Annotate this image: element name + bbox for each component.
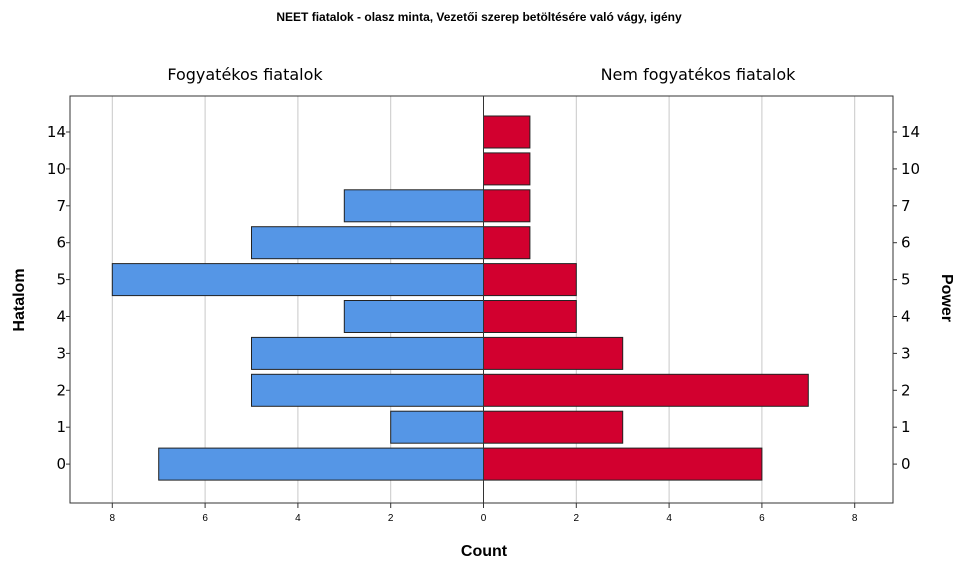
x-tick-label: 2 [388, 513, 394, 524]
bar-left [343, 189, 484, 223]
bar-right [483, 115, 531, 149]
y-tick-label-right: 14 [901, 123, 920, 141]
bar-left [158, 447, 484, 481]
bar-right [483, 336, 624, 370]
y-tick-label-right: 10 [901, 160, 920, 178]
gridlines [111, 96, 856, 503]
y-axis-label-right: Power [938, 274, 955, 322]
y-tick-label-left: 0 [56, 455, 66, 473]
y-tick-label-left: 6 [56, 234, 66, 252]
y-tick-label-right: 3 [901, 344, 911, 362]
x-tick-label: 6 [759, 513, 765, 524]
bar-right [483, 226, 531, 260]
x-tick-label: 4 [666, 513, 672, 524]
bars [111, 115, 809, 481]
y-tick-label-right: 7 [901, 197, 911, 215]
y-tick-label-left: 1 [56, 418, 66, 436]
bar-right [483, 263, 577, 297]
bar-left [251, 226, 484, 260]
x-ticks: 8 6 4 2 0 2 4 6 8 [110, 503, 858, 524]
y-tick-label-left: 10 [47, 160, 66, 178]
bar-right [483, 189, 531, 223]
bar-left [111, 263, 485, 297]
x-tick-label: 8 [852, 513, 858, 524]
y-tick-label-right: 1 [901, 418, 911, 436]
y-tick-label-left: 3 [56, 344, 66, 362]
x-tick-label: 0 [481, 513, 487, 524]
bar-left [251, 373, 484, 407]
bar-right [483, 447, 763, 481]
x-tick-label: 6 [202, 513, 208, 524]
bar-right [483, 300, 577, 333]
plot-frame [69, 95, 894, 504]
y-tick-label-right: 6 [901, 234, 911, 252]
bar-right [483, 373, 809, 407]
x-tick-label: 4 [295, 513, 301, 524]
y-tick-label-left: 5 [56, 271, 66, 289]
y-tick-label-right: 5 [901, 271, 911, 289]
bar-right [483, 410, 624, 444]
y-tick-label-left: 14 [47, 123, 66, 141]
y-tick-label-right: 2 [901, 381, 911, 399]
right-panel-label: Nem fogyatékos fiatalok [601, 65, 797, 84]
y-tick-label-right: 4 [901, 308, 911, 326]
y-axis-label-left: Hatalom [11, 268, 28, 331]
y-tick-label-left: 4 [56, 308, 66, 326]
bar-left [390, 410, 485, 444]
bar-left [251, 336, 484, 370]
x-tick-label: 2 [574, 513, 580, 524]
left-panel-label: Fogyatékos fiatalok [167, 65, 323, 84]
y-tick-label-left: 2 [56, 381, 66, 399]
x-tick-label: 8 [110, 513, 116, 524]
bar-left [343, 300, 484, 333]
y-tick-label-left: 7 [56, 197, 66, 215]
y-tick-label-right: 0 [901, 455, 911, 473]
x-axis-label: Count [461, 543, 508, 560]
bar-right [483, 152, 531, 186]
chart-title: NEET fiatalok - olasz minta, Vezetői sze… [276, 10, 682, 24]
